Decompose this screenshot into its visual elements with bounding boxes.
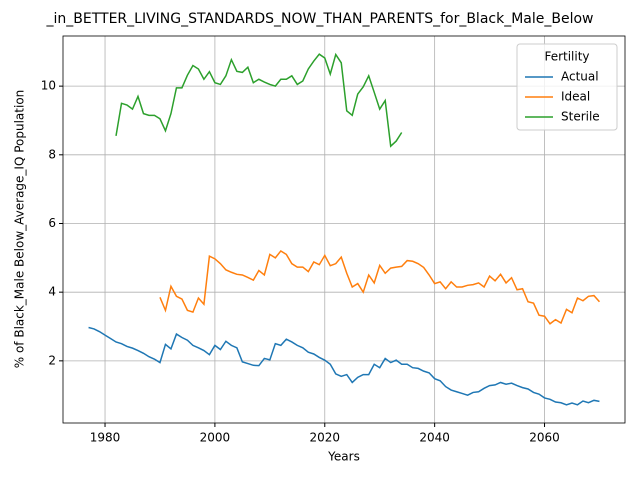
y-tick-label: 10	[41, 79, 56, 93]
series-line	[159, 249, 601, 325]
series-line	[115, 52, 403, 148]
x-tick-label: 1980	[90, 431, 121, 445]
legend-label: Actual	[561, 70, 599, 84]
y-tick-label: 2	[48, 353, 56, 367]
chart-title: _in_BETTER_LIVING_STANDARDS_NOW_THAN_PAR…	[46, 11, 594, 27]
x-axis-label: Years	[327, 450, 360, 464]
x-tick-label: 2000	[200, 431, 231, 445]
series-line	[88, 326, 600, 406]
legend-box	[516, 43, 618, 131]
y-tick-label: 4	[48, 285, 56, 299]
y-tick-label: 6	[48, 216, 56, 230]
legend-label: Sterile	[561, 110, 600, 124]
x-tick-label: 2060	[529, 431, 560, 445]
legend-label: Ideal	[561, 90, 590, 104]
y-axis-label: % of Black_Male Below_Average_IQ Populat…	[13, 90, 27, 369]
x-tick-label: 2040	[419, 431, 450, 445]
y-tick-label: 8	[48, 147, 56, 161]
x-tick-label: 2020	[309, 431, 340, 445]
legend-title: Fertility	[544, 50, 589, 64]
plot-frame	[62, 35, 626, 424]
legend: Fertility Actual Ideal Sterile	[516, 43, 618, 131]
